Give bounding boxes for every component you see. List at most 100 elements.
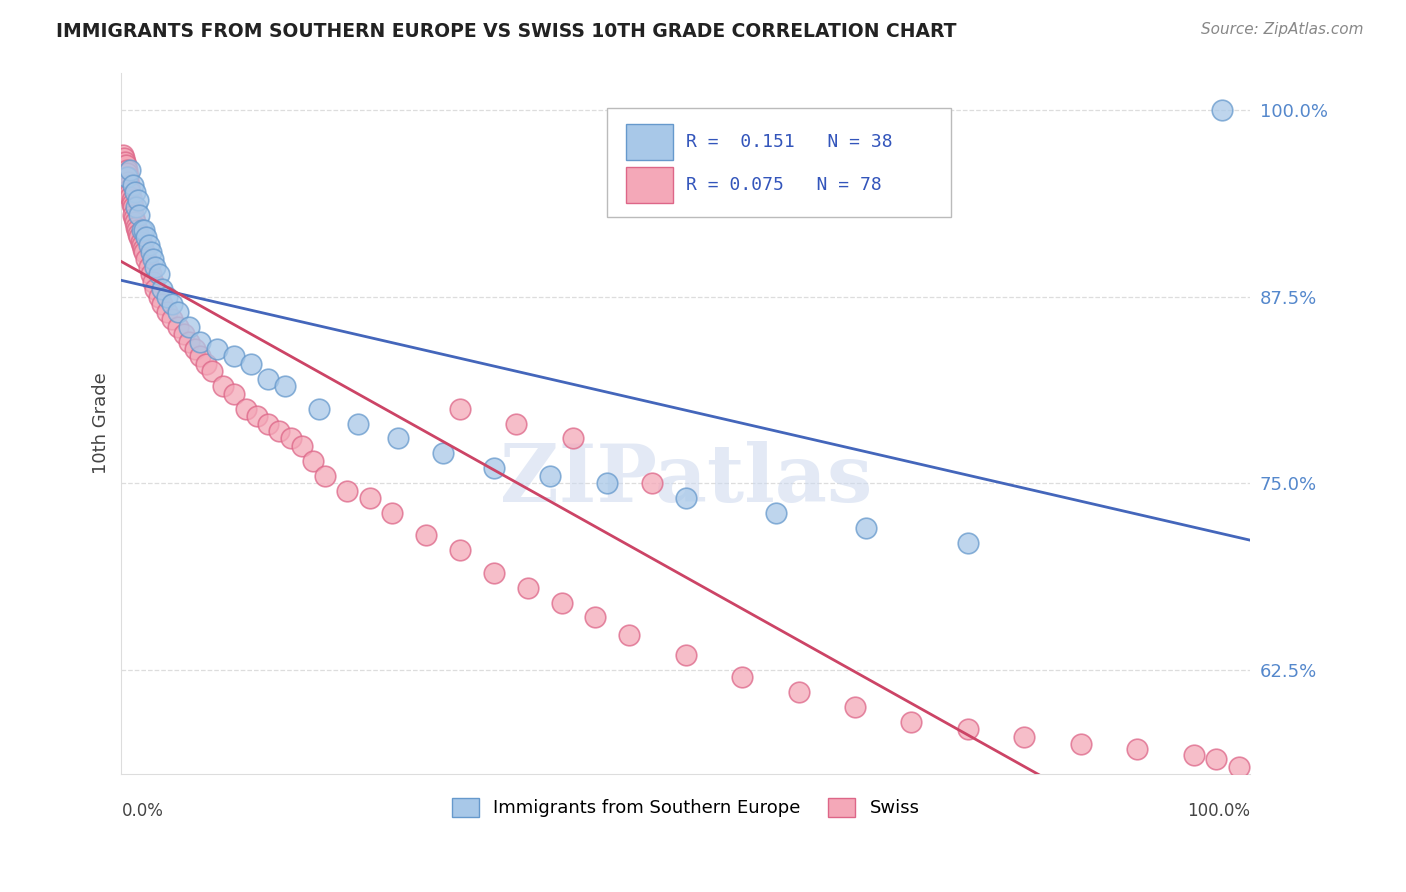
Point [121,200,143,214]
Point [160,312,183,326]
Point [1126,741,1149,756]
Point [127,222,149,236]
Text: IMMIGRANTS FROM SOUTHERN EUROPE VS SWISS 10TH GRADE CORRELATION CHART: IMMIGRANTS FROM SOUTHERN EUROPE VS SWISS… [56,22,956,41]
Point [121,197,143,211]
Point [482,566,505,580]
Point [139,245,162,260]
Point [111,148,134,162]
Point [246,409,269,423]
Legend: Immigrants from Southern Europe, Swiss: Immigrants from Southern Europe, Swiss [444,791,927,825]
Point [148,268,170,282]
Point [269,424,291,438]
Point [1182,747,1205,762]
Point [125,200,148,214]
Point [235,401,257,416]
Point [538,468,561,483]
Point [121,208,143,222]
FancyBboxPatch shape [607,108,950,217]
Point [132,245,155,260]
Point [195,357,218,371]
Point [167,319,190,334]
Point [118,182,141,196]
Point [150,282,173,296]
Point [641,476,664,491]
Point [516,581,538,595]
Point [127,227,149,241]
Point [308,401,330,416]
Point [415,528,437,542]
Point [184,342,207,356]
Point [155,290,177,304]
Point [127,193,149,207]
Point [115,166,138,180]
Text: 100.0%: 100.0% [1187,802,1250,820]
Point [132,222,155,236]
Point [132,242,155,256]
Point [731,670,754,684]
Point [120,186,142,200]
Point [240,357,263,371]
Point [1211,103,1233,118]
Point [956,723,979,737]
Point [381,506,404,520]
Point [449,543,471,558]
Point [117,175,139,189]
Point [561,432,583,446]
Point [112,151,135,165]
Point [142,275,165,289]
Point [280,432,302,446]
Point [120,190,142,204]
Point [336,483,359,498]
Point [855,521,877,535]
Text: R =  0.151   N = 38: R = 0.151 N = 38 [686,133,893,151]
Point [347,417,370,431]
Point [114,155,136,169]
Point [1014,730,1036,744]
Y-axis label: 10th Grade: 10th Grade [93,373,110,475]
Point [190,334,212,349]
Point [143,260,166,274]
Point [135,230,157,244]
Point [212,379,235,393]
Point [274,379,297,393]
Point [201,364,224,378]
Point [173,326,195,341]
Point [482,461,505,475]
Point [122,211,145,225]
Point [1205,752,1227,766]
Point [207,342,229,356]
Point [449,401,471,416]
Point [131,222,153,236]
Point [125,219,148,234]
Point [900,714,922,729]
Point [302,454,325,468]
Point [675,648,697,662]
Point [139,268,162,282]
Point [224,386,246,401]
Point [387,432,409,446]
Point [314,468,336,483]
Point [550,596,572,610]
Point [118,178,141,192]
Point [121,178,143,192]
Point [124,215,146,229]
Point [787,685,810,699]
Point [120,163,142,178]
Point [142,252,165,267]
Point [257,372,280,386]
Point [117,170,139,185]
Point [115,170,138,185]
Point [505,417,527,431]
Point [167,304,190,318]
Point [432,446,454,460]
Point [257,417,280,431]
Point [143,282,166,296]
Text: ZIPatlas: ZIPatlas [499,441,872,518]
Point [583,610,606,624]
Point [190,350,212,364]
Bar [626,167,673,203]
Point [1227,759,1250,773]
Point [359,491,381,505]
Point [160,297,183,311]
Point [596,476,619,491]
